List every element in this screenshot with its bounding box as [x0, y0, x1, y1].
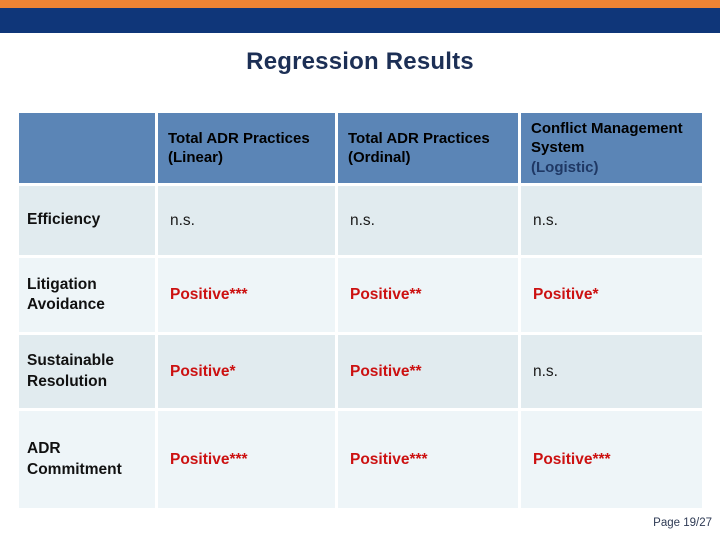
row-label-litigation-avoidance: Litigation Avoidance — [19, 258, 155, 332]
table-header-empty — [19, 113, 155, 183]
cell-value: Positive*** — [170, 450, 248, 468]
table-cell: Positive* — [521, 258, 702, 332]
cell-value: n.s. — [170, 211, 195, 229]
cell-value: Positive*** — [350, 450, 428, 468]
row-label-sustainable-resolution: Sustainable Resolution — [19, 335, 155, 408]
table-cell: Positive** — [338, 258, 518, 332]
regression-results-table: Total ADR Practices (Linear) Total ADR P… — [19, 113, 702, 508]
table-cell: Positive*** — [521, 411, 702, 508]
top-accent-bar — [0, 0, 720, 8]
cell-value: n.s. — [350, 211, 375, 229]
cell-value: Positive*** — [170, 286, 248, 303]
table-header-linear: Total ADR Practices (Linear) — [158, 113, 335, 183]
table-cell: Positive*** — [158, 258, 335, 332]
cell-value: n.s. — [533, 362, 558, 380]
column-title: Total ADR Practices — [168, 129, 310, 147]
column-subtitle: (Ordinal) — [348, 149, 411, 166]
cell-value: Positive* — [533, 286, 599, 303]
table-cell: n.s. — [521, 186, 702, 255]
table-header-logistic: Conflict Management System (Logistic) — [521, 113, 702, 183]
column-subtitle: (Linear) — [168, 149, 224, 166]
table-cell: Positive*** — [338, 411, 518, 508]
table-cell: n.s. — [521, 335, 702, 408]
cell-value: Positive* — [170, 362, 236, 380]
column-subtitle: (Logistic) — [531, 158, 599, 176]
table-cell: n.s. — [338, 186, 518, 255]
table-cell: Positive*** — [158, 411, 335, 508]
row-label-adr-commitment: ADR Commitment — [19, 411, 155, 508]
page-title: Regression Results — [246, 48, 474, 75]
cell-value: Positive*** — [533, 450, 611, 468]
page-number: Page 19/27 — [653, 517, 712, 529]
column-title: Total ADR Practices — [348, 129, 490, 147]
row-label-efficiency: Efficiency — [19, 186, 155, 255]
cell-value: Positive** — [350, 362, 422, 380]
cell-value: Positive** — [350, 286, 422, 303]
title-banner-bar — [0, 8, 720, 33]
table-header-ordinal: Total ADR Practices (Ordinal) — [338, 113, 518, 183]
cell-value: n.s. — [533, 211, 558, 229]
table-cell: n.s. — [158, 186, 335, 255]
column-title: Conflict Management System — [531, 120, 683, 157]
table-cell: Positive** — [338, 335, 518, 408]
table-cell: Positive* — [158, 335, 335, 408]
